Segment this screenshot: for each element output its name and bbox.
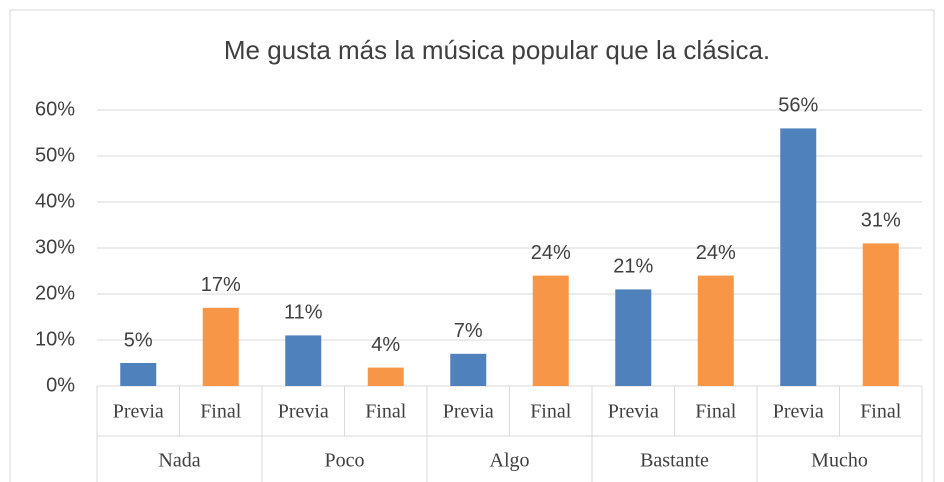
- x-tick-label: Previa: [278, 401, 329, 423]
- x-tick-label: Final: [365, 401, 407, 423]
- x-tick-label: Final: [860, 401, 902, 423]
- y-tick-label: 20%: [35, 282, 75, 304]
- group-label: Mucho: [811, 450, 868, 472]
- group-label: Nada: [158, 450, 200, 472]
- data-label: 7%: [454, 320, 483, 342]
- bar: [120, 363, 157, 386]
- bar: [615, 289, 652, 386]
- y-tick-label: 50%: [35, 144, 75, 166]
- x-tick-label: Previa: [773, 401, 824, 423]
- data-label: 24%: [531, 242, 571, 264]
- data-label: 4%: [371, 334, 400, 356]
- x-tick-label: Previa: [113, 401, 164, 423]
- data-label: 17%: [201, 274, 241, 296]
- bar: [697, 275, 734, 386]
- x-tick-label: Final: [200, 401, 242, 423]
- data-label: 21%: [613, 256, 653, 278]
- y-tick-label: 30%: [35, 236, 75, 258]
- bar: [780, 128, 817, 386]
- data-label: 56%: [778, 95, 818, 117]
- group-label: Bastante: [640, 450, 709, 472]
- bar: [285, 335, 322, 386]
- chart-frame: [9, 9, 935, 482]
- data-label: 5%: [124, 329, 153, 351]
- x-tick-label: Previa: [608, 401, 659, 423]
- y-tick-label: 0%: [46, 374, 75, 396]
- group-label: Algo: [490, 450, 530, 472]
- data-label: 31%: [861, 210, 901, 232]
- bar: [450, 353, 487, 386]
- y-tick-label: 40%: [35, 190, 75, 212]
- data-label: 24%: [696, 242, 736, 264]
- bar: [367, 367, 404, 386]
- y-tick-label: 10%: [35, 328, 75, 350]
- data-label: 11%: [284, 302, 323, 324]
- bar: [862, 243, 899, 386]
- x-tick-label: Final: [530, 401, 572, 423]
- y-tick-label: 60%: [35, 98, 75, 120]
- x-tick-label: Final: [695, 401, 737, 423]
- group-label: Poco: [325, 450, 365, 472]
- x-tick-label: Previa: [443, 401, 494, 423]
- chart-title: Me gusta más la música popular que la cl…: [224, 35, 770, 65]
- bar: [202, 307, 239, 386]
- bar: [532, 275, 569, 386]
